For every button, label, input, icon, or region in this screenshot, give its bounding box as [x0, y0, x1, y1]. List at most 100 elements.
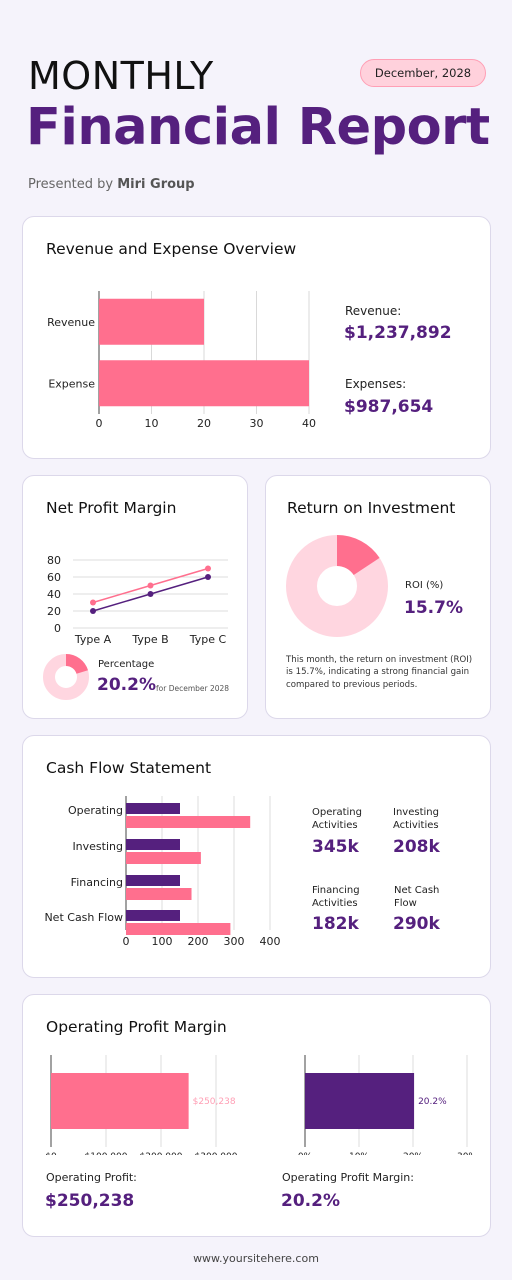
x-tick-label: 400 — [260, 935, 281, 948]
series-point — [90, 599, 96, 606]
x-tick-label: 30 — [250, 417, 264, 430]
net-profit-line-chart: 0 20 40 60 80 Type A Type B Type C — [47, 554, 228, 646]
x-tick-label: 300 — [224, 935, 245, 948]
presenter-name: Miri Group — [117, 177, 195, 192]
x-tick-label: 200 — [188, 935, 209, 948]
x-tick-label: 10 — [145, 417, 159, 430]
x-tick-label: 0 — [123, 935, 130, 948]
np-donut-slice — [43, 654, 89, 700]
operating-margin-label: Operating Profit Margin: — [282, 1171, 414, 1184]
series-point — [205, 565, 211, 572]
x-tick-label: 20 — [197, 417, 211, 430]
cash-flow-chart: 0 100 200 300 400 Operating Investing Financing… — [44, 796, 281, 948]
data-label: 20.2% — [418, 1097, 447, 1107]
cash-flow-card: Cash Flow Statement 0 100 200 300 400 Operati… — [22, 735, 491, 978]
cash-stat-operating-label: Operating Activities — [312, 807, 362, 831]
bar-pink-1 — [126, 852, 201, 864]
net-profit-card: Net Profit Margin 0 20 40 60 80 Type A Type B T… — [22, 475, 248, 719]
bar-pink-3 — [126, 923, 231, 935]
cash-stat-netcash-value: 290k — [393, 914, 440, 934]
x-tick-label: 40 — [302, 417, 316, 430]
operating-profit-chart: $0 $100,000 $200,000 $300,000 $250,238 — [45, 1055, 238, 1155]
data-label: $250,238 — [193, 1097, 236, 1107]
revenue-expense-title: Revenue and Expense Overview — [46, 240, 297, 258]
cash-stat-netcash-label: Net Cash Flow — [394, 885, 440, 909]
x-tick-label: $300,000 — [195, 1152, 238, 1155]
y-tick-label: 40 — [47, 588, 61, 601]
date-badge: December, 2028 — [360, 59, 486, 87]
series-point — [90, 608, 96, 614]
presented-by: Presented by Miri Group — [28, 177, 195, 192]
footer-url: www.yoursitehere.com — [193, 1252, 319, 1265]
presented-prefix: Presented by — [28, 177, 114, 192]
page-title: Financial Report — [26, 98, 490, 157]
bar-revenue — [99, 298, 204, 345]
operating-margin-value: 20.2% — [281, 1191, 340, 1211]
x-tick-label: $200,000 — [140, 1152, 183, 1155]
bar-value — [51, 1073, 189, 1129]
cash-stat-financing-label: Financing Activities — [312, 885, 360, 909]
operating-profit-value: $250,238 — [45, 1191, 135, 1211]
operating-margin-chart: 0% 10% 20% 30% 20.2% — [298, 1055, 473, 1155]
x-tick-label: 30% — [457, 1152, 473, 1155]
roi-value: 15.7% — [404, 598, 463, 618]
bar-purple-1 — [126, 839, 180, 850]
x-tick-label: 0% — [298, 1152, 313, 1155]
bar-purple-2 — [126, 875, 180, 886]
revenue-expense-chart: 0 10 20 30 40 Revenue Expense — [47, 291, 316, 430]
cash-stat-investing-value: 208k — [393, 837, 440, 857]
category-label: Expense — [48, 377, 95, 390]
bar-value — [305, 1073, 415, 1129]
percentage-label: Percentage — [98, 659, 155, 670]
x-tick-label: 0 — [96, 417, 103, 430]
series-point — [147, 591, 154, 597]
roi-donut — [286, 535, 388, 637]
header-monthly: MONTHLY — [28, 54, 214, 98]
x-tick-label: $100,000 — [85, 1152, 128, 1155]
bar-purple-0 — [126, 803, 180, 814]
bar-pink-0 — [126, 816, 251, 828]
operating-profit-title: Operating Profit Margin — [46, 1018, 227, 1036]
revenue-value: $1,237,892 — [344, 323, 452, 343]
series-point — [147, 582, 154, 589]
cash-flow-title: Cash Flow Statement — [46, 759, 212, 777]
expense-value: $987,654 — [344, 397, 434, 417]
bar-expense — [99, 360, 309, 407]
operating-profit-card: Operating Profit Margin $0 $100,000 $200,0… — [22, 994, 491, 1237]
roi-description: This month, the return on investment (RO… — [286, 655, 473, 690]
expense-label: Expenses: — [345, 377, 407, 391]
x-tick-label: $0 — [45, 1152, 57, 1155]
category-label: Net Cash Flow — [44, 911, 123, 924]
series-point — [205, 574, 211, 580]
roi-title: Return on Investment — [287, 499, 456, 517]
net-profit-donut — [43, 654, 89, 700]
category-label: Investing — [72, 840, 123, 853]
net-profit-title: Net Profit Margin — [46, 499, 177, 517]
cash-stat-investing-label: Investing Activities — [393, 807, 439, 831]
roi-card: Return on Investment ROI (%) 15.7% This … — [265, 475, 491, 719]
operating-profit-label: Operating Profit: — [46, 1171, 137, 1184]
percentage-value: 20.2% — [97, 675, 156, 695]
y-tick-label: 60 — [47, 571, 61, 584]
bar-purple-3 — [126, 910, 180, 921]
x-tick-label: 20% — [403, 1152, 423, 1155]
category-label: Revenue — [47, 316, 95, 329]
roi-donut-slice — [286, 535, 388, 637]
revenue-label: Revenue: — [345, 304, 402, 318]
roi-label: ROI (%) — [405, 580, 444, 591]
cash-stat-financing-value: 182k — [312, 914, 359, 934]
category-label: Operating — [68, 804, 123, 817]
bar-pink-2 — [126, 888, 192, 900]
y-tick-label: 80 — [47, 554, 61, 567]
revenue-expense-card: Revenue and Expense Overview 0 10 20 30 40 Re… — [22, 216, 491, 459]
y-tick-label: 0 — [54, 622, 61, 635]
x-tick-label: Type C — [189, 633, 227, 646]
x-tick-label: Type B — [131, 633, 168, 646]
x-tick-label: 100 — [152, 935, 173, 948]
x-tick-label: 10% — [349, 1152, 369, 1155]
category-label: Financing — [71, 876, 123, 889]
cash-stat-operating-value: 345k — [312, 837, 359, 857]
x-tick-label: Type A — [74, 633, 112, 646]
y-tick-label: 20 — [47, 605, 61, 618]
percentage-note: for December 2028 — [156, 684, 230, 693]
